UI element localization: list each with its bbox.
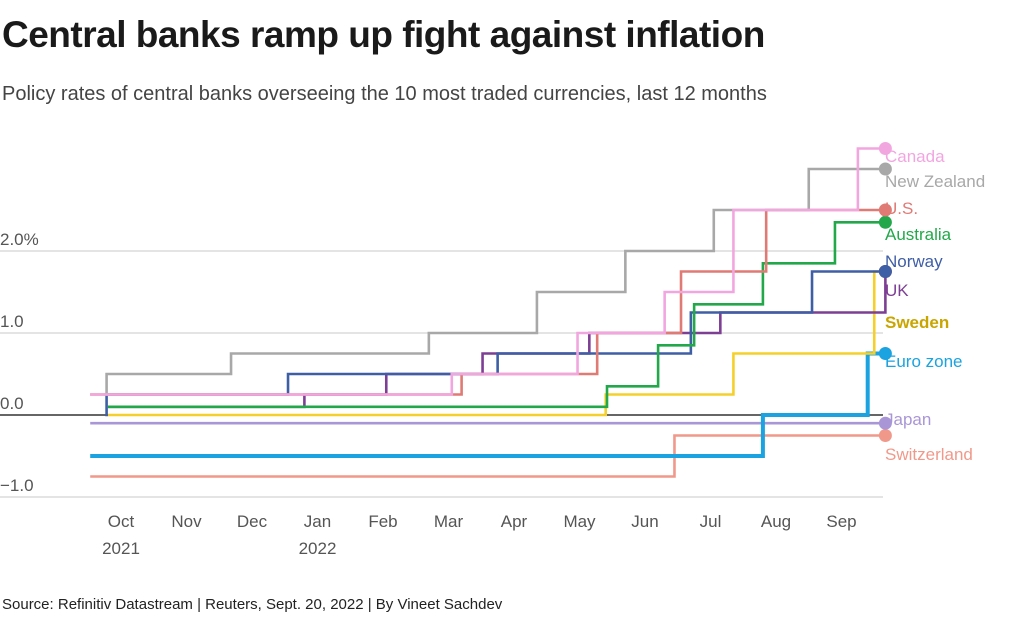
x-tick-label: Mar [434,512,464,531]
series-end-marker-u-s [878,203,892,217]
chart-title: Central banks ramp up fight against infl… [2,14,765,55]
series-label-sweden: Sweden [885,313,949,332]
x-tick-year-label: 2021 [102,539,140,558]
series-label-euro-zone: Euro zone [885,352,963,371]
series-end-marker-canada [878,142,892,155]
series-end-marker-japan [878,416,892,430]
series-label-japan: Japan [885,410,931,429]
series-label-u-s: U.S. [885,199,918,218]
series-line-uk [107,271,887,409]
x-tick-label: Jan [304,512,331,531]
series-line-new-zealand [104,167,886,396]
y-tick-label: 1.0 [0,312,24,331]
series-line-australia [107,221,886,409]
series-line-u-s [90,208,886,396]
chart-subtitle: Policy rates of central banks overseeing… [2,83,767,105]
series-line-norway [105,270,886,417]
series-line-canada [90,147,886,396]
line-chart: 2.0% 1.0 0.0 −1.0 Oct 2021 Nov Dec Jan 2022 Feb Mar… [0,142,985,558]
y-tick-label: 0.0 [0,394,24,413]
series-end-marker-norway [878,265,892,278]
x-tick-label: Sep [826,512,856,531]
x-tick-label: Feb [368,512,397,531]
x-tick-label: Jun [631,512,658,531]
series-end-marker-switzerland [878,429,892,442]
series-label-new-zealand: New Zealand [885,172,985,191]
series-label-australia: Australia [885,225,952,244]
series-label-canada: Canada [885,147,945,166]
x-tick-label: Apr [501,512,528,531]
x-tick-label: Aug [761,512,791,531]
series-end-marker-australia [878,215,892,229]
series-end-marker-euro-zone [878,347,892,360]
x-tick-label: Dec [237,512,268,531]
x-tick-label: Jul [700,512,722,531]
x-tick-label: Nov [171,512,202,531]
series-line-sweden [107,270,886,417]
series-end-marker-new-zealand [878,162,892,176]
source-note: Source: Refinitiv Datastream | Reuters, … [2,596,503,613]
series-label-norway: Norway [885,252,943,271]
x-tick-label: May [563,512,596,531]
series-line-euro-zone [90,351,886,458]
y-tick-label: −1.0 [0,476,34,495]
series-label-switzerland: Switzerland [885,445,973,464]
y-tick-label: 2.0% [0,230,39,249]
x-tick-year-label: 2022 [299,539,337,558]
x-tick-label: Oct [108,512,135,531]
series-label-uk: UK [885,281,909,300]
